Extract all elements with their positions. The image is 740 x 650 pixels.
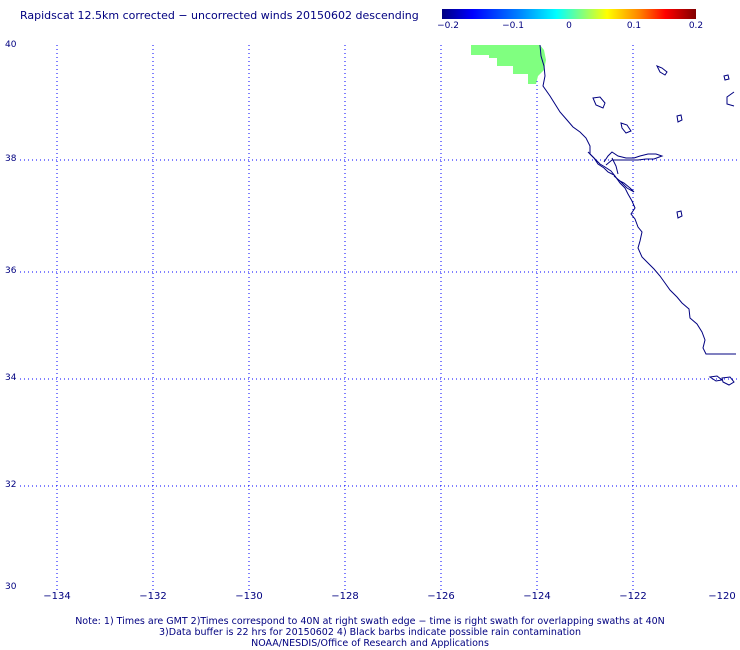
lat-label-36: 36	[5, 266, 17, 276]
note-line-3: NOAA/NESDIS/Office of Research and Appli…	[251, 638, 489, 649]
lat-label-30: 30	[5, 582, 17, 592]
colorbar-label-neg: −0.1	[502, 21, 524, 31]
coastline	[539, 44, 736, 355]
wind-difference-swath	[471, 45, 546, 84]
lake-clear	[592, 96, 606, 109]
map-title: Rapidscat 12.5km corrected − uncorrected…	[20, 9, 419, 22]
lake-small-1	[723, 74, 730, 81]
lake-folsom	[676, 114, 683, 123]
colorbar-label-min: −0.2	[437, 21, 459, 31]
lon-label-128: −128	[331, 591, 359, 602]
lat-gridlines	[20, 159, 740, 487]
lat-label-34: 34	[5, 373, 17, 383]
lon-label-122: −122	[619, 591, 647, 602]
lon-label-124: −124	[523, 591, 551, 602]
lon-label-134: −134	[43, 591, 71, 602]
lat-label-38: 38	[5, 154, 17, 164]
colorbar-label-zero: 0	[566, 21, 572, 31]
lake-tahoe	[726, 91, 735, 107]
lake-berryessa	[620, 122, 632, 134]
colorbar-label-pos: 0.1	[626, 21, 642, 31]
lon-label-130: −130	[235, 591, 263, 602]
lat-label-40: 40	[5, 40, 17, 50]
colorbar-label-max: 0.2	[688, 21, 704, 31]
channel-islands	[708, 375, 735, 386]
sf-bay	[587, 151, 664, 193]
lon-gridlines	[56, 45, 634, 590]
lake-almanor	[655, 65, 668, 76]
lon-label-132: −132	[139, 591, 167, 602]
note-line-2: 3)Data buffer is 22 hrs for 20150602 4) …	[159, 627, 581, 638]
lon-label-120: −120	[708, 591, 736, 602]
lon-label-126: −126	[427, 591, 455, 602]
color-scale-bar	[442, 9, 696, 19]
lat-label-32: 32	[5, 480, 17, 490]
reservoir-small	[676, 210, 683, 219]
note-line-1: Note: 1) Times are GMT 2)Times correspon…	[75, 616, 665, 627]
